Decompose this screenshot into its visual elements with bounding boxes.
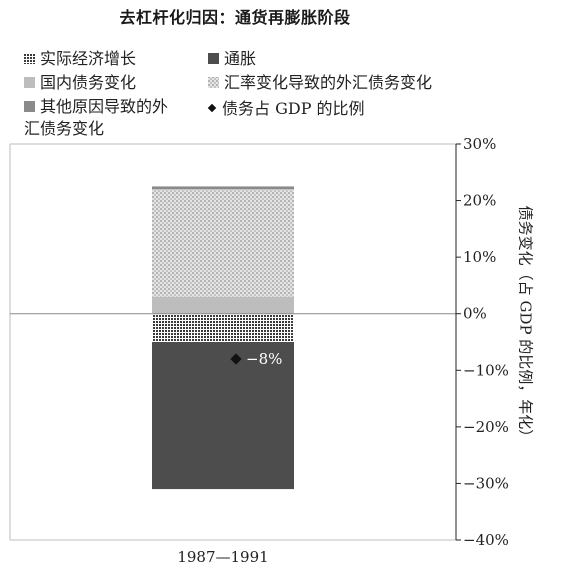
legend-domestic-debt-label: 国内债务变化 xyxy=(40,73,136,92)
legend-fx-debt-exchange-label: 汇率变化导致的外汇债务变化 xyxy=(224,73,432,92)
legend-inflation-swatch xyxy=(208,53,219,64)
y-tick-label: 0% xyxy=(463,305,487,323)
y-tick-label: −40% xyxy=(463,531,509,549)
marker-data-label: −8% xyxy=(246,350,282,368)
bar-segment-4 xyxy=(152,189,294,297)
bar-segment-5 xyxy=(152,186,294,190)
y-tick-label: 30% xyxy=(463,135,496,153)
y-tick-label: 10% xyxy=(463,248,496,266)
bar-segment-3 xyxy=(152,296,294,314)
chart-title: 去杠杆化归因：通货再膨胀阶段 xyxy=(119,8,351,27)
legend-domestic-debt-swatch xyxy=(24,77,35,88)
y-tick-label: −20% xyxy=(463,418,509,436)
y-tick-label: −10% xyxy=(463,361,509,379)
bar-segment-2 xyxy=(152,342,294,490)
marker-debt-to-gdp xyxy=(230,353,242,365)
legend-fx-debt-other-swatch xyxy=(24,101,35,112)
legend-inflation-label: 通胀 xyxy=(224,49,256,68)
legend-real-growth-label: 实际经济增长 xyxy=(40,49,136,68)
legend-fx-debt-exchange-swatch xyxy=(208,77,219,88)
legend-marker-label: 债务占 GDP 的比例 xyxy=(222,99,365,118)
y-tick-label: 20% xyxy=(463,192,496,210)
x-category-label: 1987—1991 xyxy=(177,548,268,566)
y-tick-label: −30% xyxy=(463,474,509,492)
plot-area: 30% 20% 10% 0% −10% −20% −30% −40% 1987—1991 −8% xyxy=(9,135,509,566)
legend-fx-debt-other-label: 其他原因导致的外汇债务变化 xyxy=(24,97,168,138)
bar-segment-1 xyxy=(152,313,294,342)
y-axis-label: 债务变化（占 GDP 的比例，年化） xyxy=(516,205,535,445)
legend-marker-swatch xyxy=(207,103,217,113)
legend-real-growth-swatch xyxy=(24,53,35,64)
